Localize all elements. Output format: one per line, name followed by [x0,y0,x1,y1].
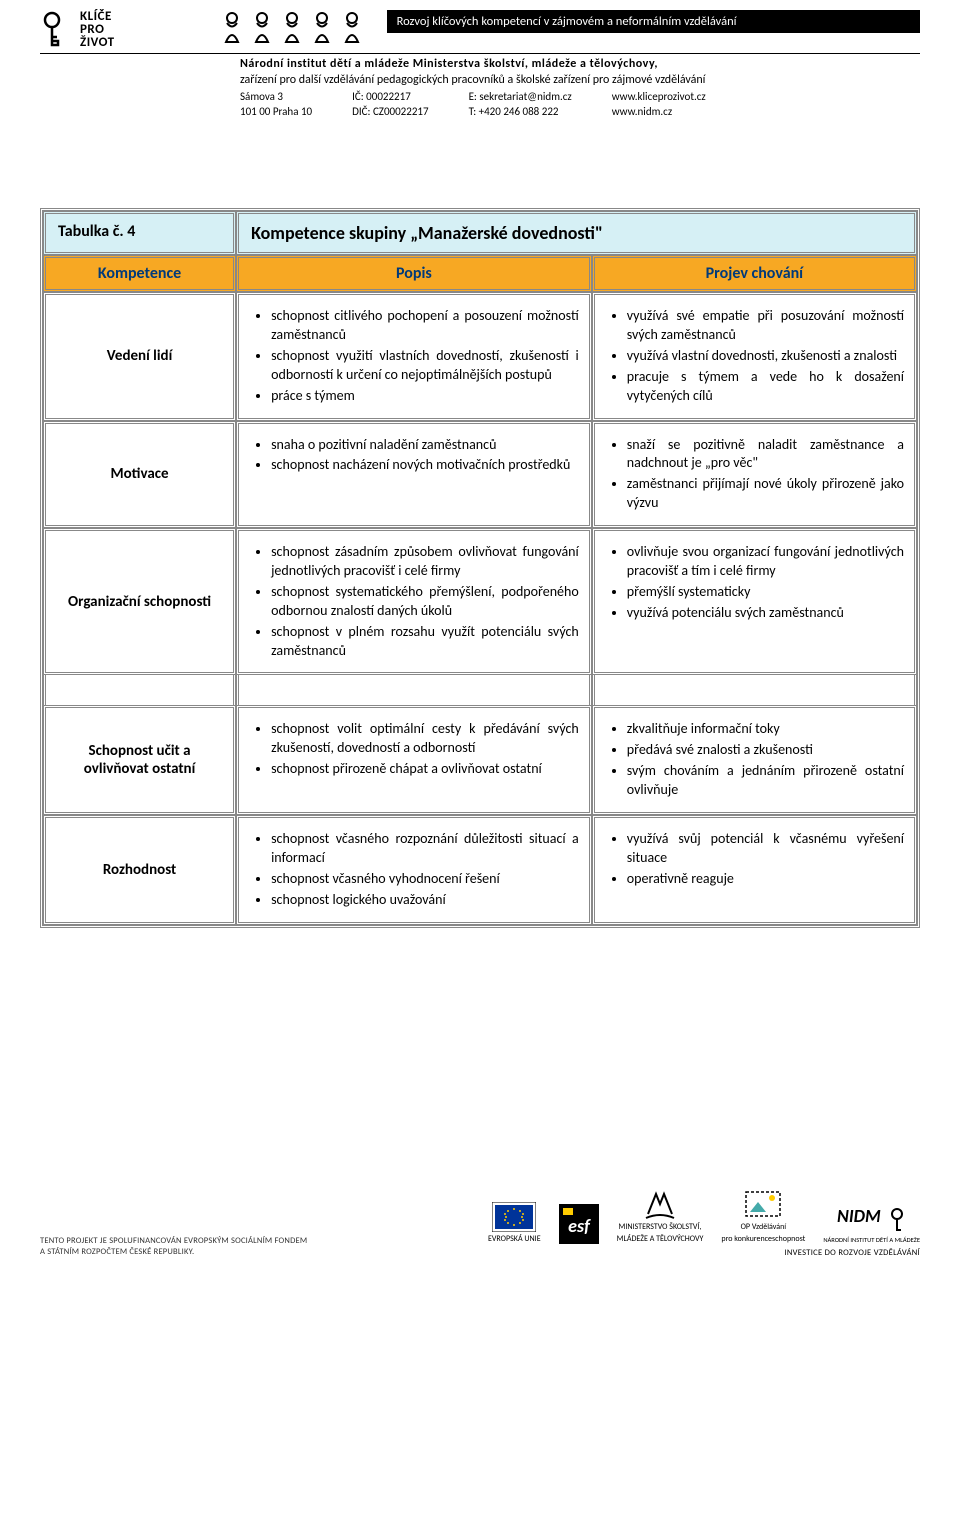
competence-name: Organizační schopnosti [43,528,236,675]
list-item: schopnost využití vlastních dovedností, … [271,347,579,385]
pawn-icons [219,10,369,46]
header-subline: zařízení pro další vzdělávání pedagogick… [240,72,920,88]
list-item: svým chováním a jednáním přirozeně ostat… [627,762,904,800]
competence-table: Tabulka č. 4 Kompetence skupiny „Manažer… [40,208,920,927]
logo-eu-caption: EVROPSKÁ UNIE [488,1234,541,1244]
table-title-row: Tabulka č. 4 Kompetence skupiny „Manažer… [43,211,917,255]
projev-list: ovlivňuje svou organizací fungování jedn… [605,543,904,623]
col-header-popis: Popis [236,255,592,292]
table-row: Organizační schopnosti schopnost zásadní… [43,528,917,675]
msmt-icon [642,1188,678,1220]
logo-msmt-caption2: MLÁDEŽE A TĚLOVÝCHOVY [617,1234,704,1244]
popis-list: schopnost zásadním způsobem ovlivňovat f… [249,543,579,660]
op-icon [742,1188,784,1220]
esf-icon: esf [559,1204,599,1244]
logo-text-line: ŽIVOT [80,36,115,49]
footer-investment-caption: INVESTICE DO ROZVOJE VZDĚLÁVÁNÍ [488,1248,920,1258]
logo-eu: EVROPSKÁ UNIE [488,1202,541,1244]
svg-text:NIDM: NIDM [837,1205,881,1227]
page-header: KLÍČE PRO ŽIVOT Rozvoj klíčových kompet [40,0,920,128]
logo-op: OP Vzdělávání pro konkurenceschopnost [721,1188,805,1244]
list-item: využívá svůj potenciál k včasnému vyřeše… [627,830,904,868]
header-contact: E: sekretariat@nidm.cz T: +420 246 088 2… [469,90,572,120]
logo-op-caption2: pro konkurenceschopnost [721,1234,805,1244]
list-item: ovlivňuje svou organizací fungování jedn… [627,543,904,581]
competence-name: Vedení lidí [43,292,236,420]
table-title-main: Kompetence skupiny „Manažerské dovednost… [236,211,917,255]
list-item: zkvalitňuje informační toky [627,720,904,739]
table-title-label: Tabulka č. 4 [43,211,236,255]
list-item: schopnost v plném rozsahu využít potenci… [271,623,579,661]
popis-list: schopnost volit optimální cesty k předáv… [249,720,579,779]
list-item: schopnost citlivého pochopení a posouzen… [271,307,579,345]
logo-esf: esf [559,1204,599,1244]
header-divider [40,53,920,54]
logo-op-caption: OP Vzdělávání [741,1222,787,1232]
eu-flag-icon [492,1202,536,1232]
logo-nidm: NIDM NÁRODNÍ INSTITUT DĚTÍ A MLÁDEŽE [823,1200,920,1244]
logo-msmt-caption: MINISTERSTVO ŠKOLSTVÍ, [619,1222,702,1232]
footer-funding-line1: TENTO PROJEKT JE SPOLUFINANCOVÁN EVROPSK… [40,1236,307,1247]
list-item: snaha o pozitivní naladění zaměstnanců [271,436,579,455]
list-item: schopnost systematického přemýšlení, pod… [271,583,579,621]
svg-text:esf: esf [568,1215,591,1237]
projev-list: využívá své empatie při posuzování možno… [605,307,904,405]
popis-list: snaha o pozitivní naladění zaměstnanců s… [249,436,579,476]
col-header-projev: Projev chování [592,255,917,292]
logo-klice-pro-zivot: KLÍČE PRO ŽIVOT [40,10,115,49]
list-item: schopnost nacházení nových motivačních p… [271,456,579,475]
footer-funding-line2: A STÁTNÍM ROZPOČTEM ČESKÉ REPUBLIKY. [40,1247,307,1258]
popis-list: schopnost citlivého pochopení a posouzen… [249,307,579,405]
table-spacer [43,675,917,705]
header-ids: IČ: 00022217 DIČ: CZ00022217 [352,90,428,120]
popis-list: schopnost včasného rozpoznání důležitost… [249,830,579,910]
list-item: schopnost logického uvažování [271,891,579,910]
table-row: Schopnost učit a ovlivňovat ostatní scho… [43,705,917,815]
key-icon [40,11,74,49]
table-header-row: Kompetence Popis Projev chování [43,255,917,292]
header-urls: www.kliceprozivot.cz www.nidm.cz [612,90,706,120]
list-item: schopnost volit optimální cesty k předáv… [271,720,579,758]
list-item: využívá své empatie při posuzování možno… [627,307,904,345]
competence-name: Rozhodnost [43,815,236,925]
table-row: Rozhodnost schopnost včasného rozpoznání… [43,815,917,925]
list-item: schopnost včasného vyhodnocení řešení [271,870,579,889]
list-item: pracuje s týmem a vede ho k dosažení vyt… [627,368,904,406]
table-row: Motivace snaha o pozitivní naladění zamě… [43,421,917,529]
list-item: schopnost včasného rozpoznání důležitost… [271,830,579,868]
header-institution: Národní institut dětí a mládeže Minister… [240,56,920,72]
list-item: přemýšlí systematicky [627,583,904,602]
header-address: Sámova 3 101 00 Praha 10 [240,90,312,120]
list-item: schopnost zásadním způsobem ovlivňovat f… [271,543,579,581]
competence-name: Schopnost učit a ovlivňovat ostatní [43,705,236,815]
logo-nidm-caption: NÁRODNÍ INSTITUT DĚTÍ A MLÁDEŽE [823,1236,920,1244]
header-banner: Rozvoj klíčových kompetencí v zájmovém a… [387,10,920,33]
list-item: využívá vlastní dovednosti, zkušenosti a… [627,347,904,366]
competence-name: Motivace [43,421,236,529]
page-footer: TENTO PROJEKT JE SPOLUFINANCOVÁN EVROPSK… [40,1188,920,1258]
list-item: práce s týmem [271,387,579,406]
projev-list: využívá svůj potenciál k včasnému vyřeše… [605,830,904,889]
list-item: zaměstnanci přijímají nové úkoly přiroze… [627,475,904,513]
list-item: operativně reaguje [627,870,904,889]
table-row: Vedení lidí schopnost citlivého pochopen… [43,292,917,420]
nidm-icon: NIDM [837,1200,907,1234]
col-header-kompetence: Kompetence [43,255,236,292]
list-item: snaží se pozitivně naladit zaměstnance a… [627,436,904,474]
list-item: předává své znalosti a zkušenosti [627,741,904,760]
list-item: schopnost přirozeně chápat a ovlivňovat … [271,760,579,779]
projev-list: zkvalitňuje informační toky předává své … [605,720,904,800]
projev-list: snaží se pozitivně naladit zaměstnance a… [605,436,904,514]
logo-msmt: MINISTERSTVO ŠKOLSTVÍ, MLÁDEŽE A TĚLOVÝC… [617,1188,704,1244]
list-item: využívá potenciálu svých zaměstnanců [627,604,904,623]
